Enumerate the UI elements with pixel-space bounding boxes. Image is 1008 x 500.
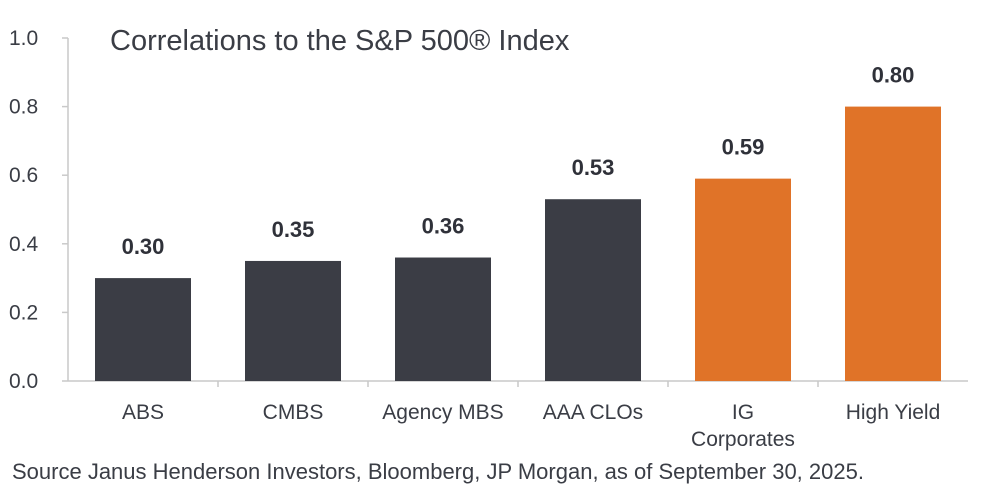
bar-value-label: 0.35 bbox=[272, 217, 315, 242]
y-tick-label: 0.8 bbox=[9, 96, 38, 119]
y-tick-label: 0.6 bbox=[9, 164, 38, 187]
bar bbox=[695, 178, 791, 381]
data-labels-group: 0.30 0.35 0.36 0.53 0.59 0.80 bbox=[122, 63, 915, 260]
y-tick-label: 1.0 bbox=[9, 27, 38, 50]
bar bbox=[395, 257, 491, 381]
bar-value-label: 0.30 bbox=[122, 234, 165, 259]
y-tick-label: 0.4 bbox=[9, 233, 39, 256]
x-category-label: Corporates bbox=[691, 428, 795, 451]
x-category-label: CMBS bbox=[263, 401, 324, 424]
bar-value-label: 0.53 bbox=[572, 155, 615, 180]
bar bbox=[545, 199, 641, 381]
x-category-label: AAA CLOs bbox=[543, 401, 643, 424]
x-category-label: IG bbox=[732, 401, 754, 424]
bar-value-label: 0.36 bbox=[422, 214, 465, 239]
bar-value-label: 0.59 bbox=[722, 135, 765, 160]
y-axis-ticks: 0.0 0.2 0.4 0.6 0.8 1.0 bbox=[9, 27, 68, 393]
x-category-label: High Yield bbox=[846, 401, 941, 424]
x-category-label: Agency MBS bbox=[382, 401, 503, 424]
bar bbox=[845, 106, 941, 381]
bar-value-label: 0.80 bbox=[872, 63, 915, 88]
source-note: Source Janus Henderson Investors, Bloomb… bbox=[12, 459, 864, 484]
chart-title: Correlations to the S&P 500® Index bbox=[110, 25, 570, 57]
bar-chart: Correlations to the S&P 500® Index 0.00.… bbox=[9, 25, 968, 451]
bar bbox=[95, 278, 191, 381]
bar bbox=[245, 260, 341, 381]
y-tick-label: 0.2 bbox=[9, 301, 38, 324]
x-axis-labels: ABS CMBS Agency MBS AAA CLOs IG Corporates Hig… bbox=[122, 381, 940, 451]
x-category-label: ABS bbox=[122, 401, 164, 424]
bars-group bbox=[95, 106, 941, 381]
y-tick-label: 0.0 bbox=[9, 370, 38, 393]
